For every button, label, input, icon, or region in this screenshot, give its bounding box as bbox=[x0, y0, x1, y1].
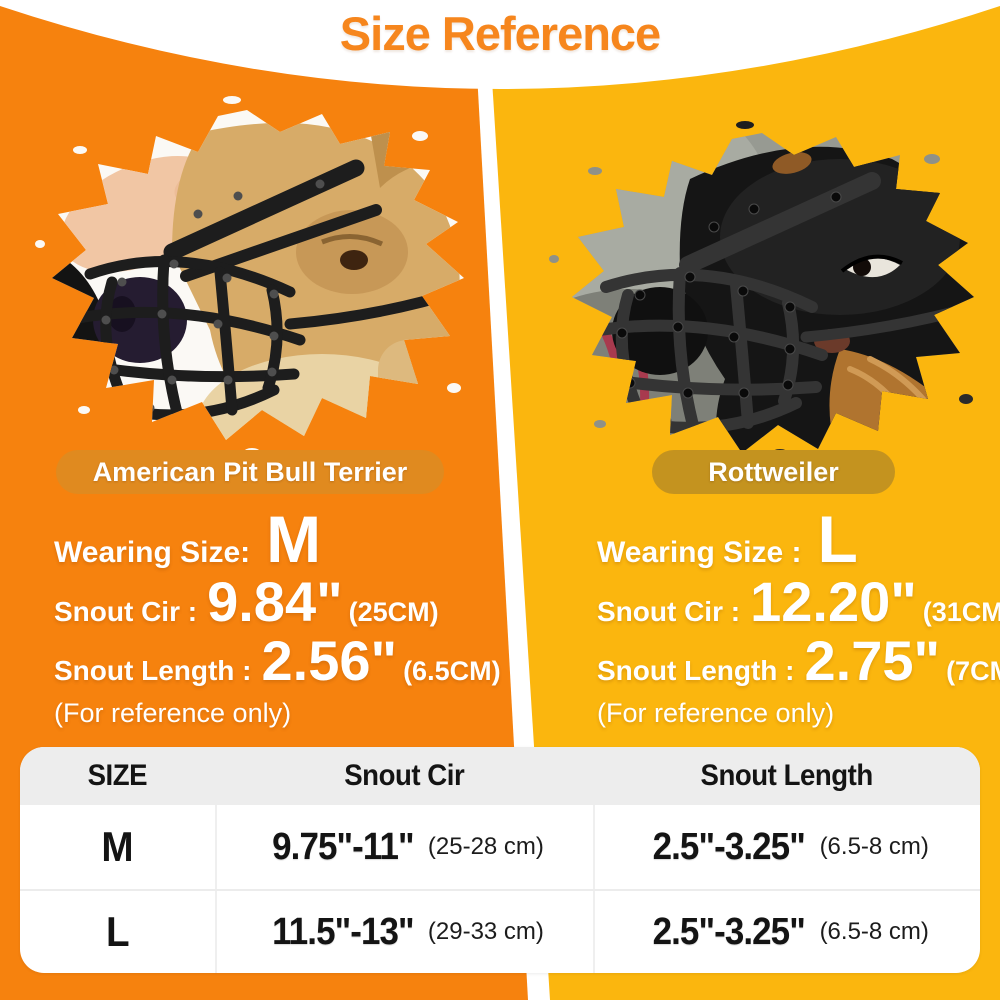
cir-cm: (25-28 cm) bbox=[427, 833, 544, 860]
snout-length-value: 2.75" bbox=[804, 629, 941, 693]
snout-cir-metric: (25CM) bbox=[348, 597, 439, 628]
len-cm: (6.5-8 cm) bbox=[819, 833, 929, 860]
snout-cir-metric: (31CM) bbox=[922, 597, 1000, 628]
cell-cir-l: 11.5"-13" (29-33 cm) bbox=[215, 891, 593, 973]
header-size: SIZE bbox=[20, 747, 215, 805]
cell-cir-m: 9.75"-11" (25-28 cm) bbox=[215, 805, 593, 889]
size-table-header: SIZE Snout Cir Snout Length bbox=[20, 747, 980, 805]
size-value: L bbox=[105, 908, 130, 955]
len-value: 2.5"-3.25" bbox=[652, 825, 806, 868]
snout-cir-value: 9.84" bbox=[207, 570, 343, 634]
header-snout-length: Snout Length bbox=[593, 747, 980, 805]
header-snout-cir-label: Snout Cir bbox=[343, 759, 465, 792]
reference-note: (For reference only) bbox=[54, 697, 292, 728]
wearing-size-label: Wearing Size: bbox=[54, 536, 251, 569]
breed-name: Rottweiler bbox=[708, 456, 839, 487]
page-title: Size Reference bbox=[339, 7, 661, 60]
basket-muzzle bbox=[72, 159, 464, 430]
breed-badge-pitbull: American Pit Bull Terrier bbox=[56, 450, 444, 494]
reference-note: (For reference only) bbox=[597, 697, 835, 728]
snout-length-metric: (6.5CM) bbox=[403, 656, 501, 687]
size-table: SIZE Snout Cir Snout Length M 9.75"-11" … bbox=[20, 747, 980, 973]
cell-len-m: 2.5"-3.25" (6.5-8 cm) bbox=[593, 805, 980, 889]
snout-length-row: Snout Length : 2.75" (7CM) bbox=[545, 629, 1000, 693]
breed-name: American Pit Bull Terrier bbox=[92, 456, 408, 487]
snout-length-label: Snout Length : bbox=[54, 655, 252, 687]
cell-len-l: 2.5"-3.25" (6.5-8 cm) bbox=[593, 891, 980, 973]
snout-cir-row: Snout Cir : 9.84" (25CM) bbox=[40, 573, 480, 630]
cir-value: 9.75"-11" bbox=[272, 825, 414, 868]
wearing-size-value: L bbox=[817, 502, 858, 576]
snout-cir-label: Snout Cir : bbox=[54, 596, 198, 628]
len-cm: (6.5-8 cm) bbox=[819, 918, 929, 945]
header-snout-length-label: Snout Length bbox=[700, 759, 873, 792]
snout-cir-row: Snout Cir : 12.20" (31CM) bbox=[545, 570, 1000, 634]
wearing-size-row: Wearing Size : L bbox=[545, 502, 985, 576]
cell-size-l: L bbox=[20, 891, 215, 973]
len-value: 2.5"-3.25" bbox=[652, 910, 806, 953]
size-value: M bbox=[101, 823, 134, 870]
snout-cir-label: Snout Cir : bbox=[597, 596, 741, 628]
pitbull-photo-illustration bbox=[35, 96, 464, 456]
snout-length-value: 2.56" bbox=[261, 629, 398, 693]
cell-size-m: M bbox=[20, 805, 215, 889]
header-snout-cir: Snout Cir bbox=[215, 747, 593, 805]
snout-length-metric: (7CM) bbox=[946, 656, 1000, 687]
snout-cir-value: 12.20" bbox=[750, 570, 917, 634]
rottweiler-photo-illustration bbox=[549, 121, 974, 457]
right-panel-info: Rottweiler Wearing Size : L Snout Cir : … bbox=[545, 450, 1000, 729]
wearing-size-row: Wearing Size: M bbox=[40, 502, 480, 576]
snout-length-label: Snout Length : bbox=[597, 655, 795, 687]
table-row-m: M 9.75"-11" (25-28 cm) 2.5"-3.25" (6.5-8… bbox=[20, 805, 980, 889]
title-arch-background bbox=[0, 0, 1000, 89]
cir-value: 11.5"-13" bbox=[272, 910, 414, 953]
snout-length-row: Snout Length : 2.56" (6.5CM) bbox=[40, 629, 501, 693]
cir-cm: (29-33 cm) bbox=[427, 918, 544, 945]
wearing-size-value: M bbox=[266, 502, 322, 576]
breed-badge-rottweiler: Rottweiler bbox=[652, 450, 895, 494]
dog-eye bbox=[340, 250, 368, 270]
header-size-label: SIZE bbox=[87, 759, 148, 792]
left-panel-info: American Pit Bull Terrier Wearing Size: … bbox=[40, 450, 501, 729]
table-row-l: L 11.5"-13" (29-33 cm) 2.5"-3.25" (6.5-8… bbox=[20, 889, 980, 973]
wearing-size-label: Wearing Size : bbox=[597, 536, 802, 569]
